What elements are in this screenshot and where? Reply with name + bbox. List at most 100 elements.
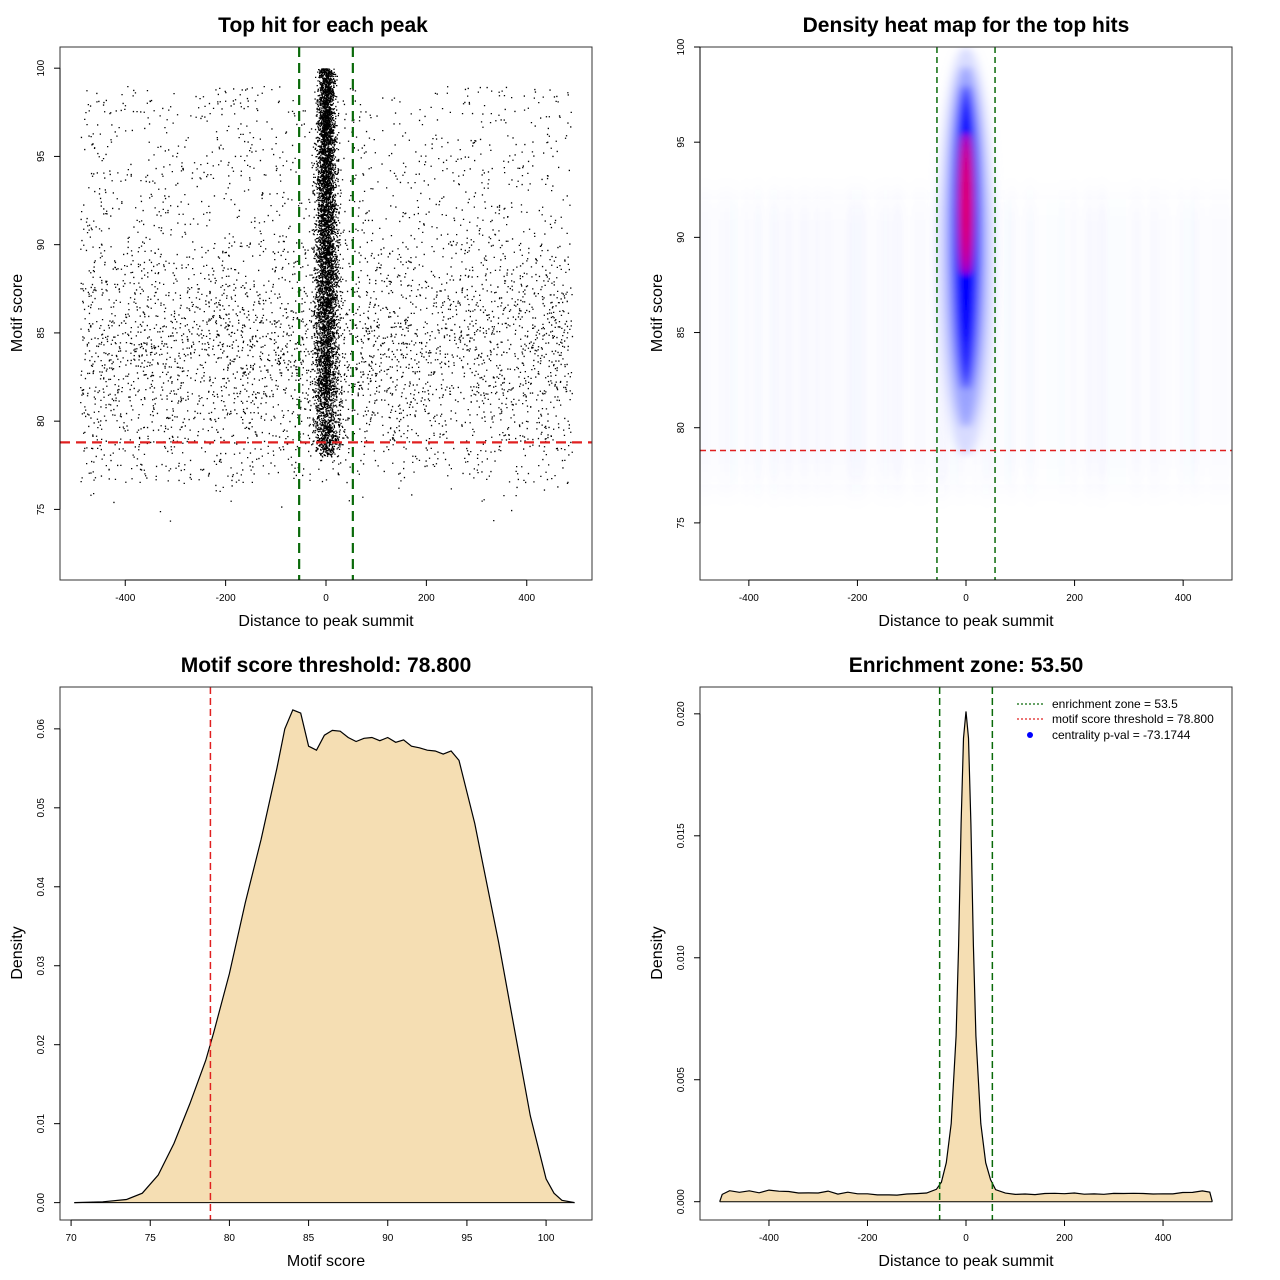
score-density-x-tick-label: 85	[303, 1233, 315, 1244]
distance-density-y-tick-label: 0.000	[676, 1189, 687, 1214]
scatter-x-tick-label: 0	[323, 593, 329, 604]
heatmap-haze-cell	[1178, 199, 1184, 485]
heatmap-haze-cell	[852, 199, 861, 485]
heatmap-haze-cell	[730, 199, 737, 485]
heatmap-haze-cell	[935, 199, 945, 485]
heatmap-x-tick-label: -200	[847, 593, 867, 604]
heatmap-haze-cell	[806, 199, 812, 485]
score-density-x-axis-label: Motif score	[287, 1253, 365, 1270]
distance-density-panel: Enrichment zone: 53.50 -400 -200 0 200 400 0.…	[649, 654, 1233, 1270]
scatter-x-tick-label: -400	[115, 593, 135, 604]
score-density-axes: 70 75 80 85 90 95 100 0.00 0.01 0.02 0.03 0.04 0.05 0…	[36, 719, 555, 1244]
heatmap-haze-cell	[715, 199, 723, 485]
heatmap-haze-cell	[1050, 199, 1055, 485]
heatmap-y-tick-label: 100	[676, 38, 687, 55]
heatmap-haze-cell	[1102, 199, 1108, 485]
scatter-y-axis-label: Motif score	[9, 274, 26, 352]
heatmap-haze-cell	[1164, 199, 1169, 485]
heatmap-haze-cell	[1202, 199, 1207, 485]
heatmap-haze-cell	[776, 199, 782, 485]
heatmap-haze-cell	[1224, 199, 1231, 485]
heatmap-haze-cell	[1217, 199, 1223, 485]
distance-density-y-tick-label: 0.015	[676, 823, 687, 848]
score-density-panel: Motif score threshold: 78.800 70 75 80 85 90…	[9, 654, 593, 1270]
heatmap-haze-cell	[1042, 199, 1047, 485]
heatmap-title: Density heat map for the top hits	[803, 14, 1130, 37]
heatmap-haze-cell	[783, 199, 792, 485]
heatmap-haze-cell	[905, 199, 910, 485]
score-density-x-tick-label: 95	[461, 1233, 473, 1244]
heatmap-x-tick-label: -400	[739, 593, 759, 604]
scatter-y-tick-label: 75	[36, 503, 47, 515]
heatmap-haze-cell	[890, 199, 900, 485]
distance-density-y-tick-label: 0.005	[676, 1067, 687, 1092]
heatmap-haze-cell	[753, 199, 762, 485]
distance-density-y-tick-label: 0.010	[676, 945, 687, 970]
heatmap-haze-cell	[920, 199, 926, 485]
legend-label-motif-threshold: motif score threshold = 78.800	[1052, 712, 1214, 726]
score-density-y-axis-label: Density	[9, 926, 26, 979]
heatmap-haze-cell	[1026, 199, 1034, 485]
heatmap-density	[700, 47, 1231, 485]
distance-density-x-tick-label: 400	[1155, 1233, 1172, 1244]
heatmap-haze-cell	[1034, 199, 1040, 485]
heatmap-haze-cell	[844, 199, 854, 485]
score-density-y-tick-label: 0.03	[36, 956, 47, 976]
heatmap-haze-cell	[1110, 199, 1116, 485]
legend-point-centrality	[1027, 732, 1033, 738]
scatter-title: Top hit for each peak	[218, 14, 428, 37]
heatmap-haze-cell	[1065, 199, 1073, 485]
heatmap-x-axis-label: Distance to peak summit	[878, 613, 1054, 630]
heatmap-haze-cell	[912, 199, 919, 485]
heatmap-haze-cell	[1133, 199, 1141, 485]
legend: enrichment zone = 53.5 motif score thres…	[1017, 697, 1214, 742]
heatmap-haze-cell	[1087, 199, 1094, 485]
score-density-title: Motif score threshold: 78.800	[181, 654, 472, 677]
score-density-x-tick-label: 90	[382, 1233, 394, 1244]
heatmap-haze-cell	[875, 199, 882, 485]
legend-label-centrality: centrality p-val = -73.1744	[1052, 728, 1191, 742]
legend-label-enrichment-zone: enrichment zone = 53.5	[1052, 697, 1178, 711]
distance-density-plot	[719, 687, 1213, 1220]
scatter-y-tick-label: 95	[36, 150, 47, 162]
score-density-y-tick-label: 0.00	[36, 1192, 47, 1212]
scatter-point-cloud	[80, 68, 574, 522]
scatter-y-tick-label: 85	[36, 327, 47, 339]
distance-density-x-axis-label: Distance to peak summit	[878, 1253, 1054, 1270]
heatmap-y-tick-label: 95	[676, 136, 687, 148]
heatmap-haze-cell	[1057, 199, 1065, 485]
distance-density-x-tick-label: -400	[759, 1233, 779, 1244]
heatmap-axes: -400 -200 0 200 400 75 80 85 90 95 100	[676, 38, 1192, 604]
scatter-x-tick-label: 200	[418, 593, 435, 604]
heatmap-haze-cell	[1148, 199, 1157, 485]
heatmap-haze-cell	[723, 199, 731, 485]
heatmap-haze-cell	[798, 199, 806, 485]
distance-density-y-tick-label: 0.020	[676, 701, 687, 726]
heatmap-haze-cell	[700, 199, 706, 485]
heatmap-haze-cell	[707, 199, 713, 485]
heatmap-haze-cell	[836, 199, 843, 485]
distance-density-x-tick-label: -200	[857, 1233, 877, 1244]
heatmap-haze-cell	[761, 199, 766, 485]
score-density-y-tick-label: 0.05	[36, 798, 47, 818]
heatmap-reference-lines	[700, 47, 1232, 580]
scatter-reference-lines	[60, 47, 592, 580]
heatmap-density-contour	[960, 132, 972, 276]
score-density-x-tick-label: 80	[224, 1233, 236, 1244]
scatter-x-tick-label: 400	[518, 593, 535, 604]
heatmap-haze-cell	[791, 199, 798, 485]
heatmap-haze-cell	[867, 199, 873, 485]
heatmap-haze-cell	[996, 199, 1004, 485]
heatmap-y-axis-label: Motif score	[649, 274, 666, 352]
heatmap-haze-cell	[1186, 199, 1194, 485]
score-density-line	[74, 709, 575, 1204]
heatmap-haze-cell	[1194, 199, 1199, 485]
score-density-y-tick-label: 0.04	[36, 877, 47, 897]
heatmap-x-tick-label: 0	[963, 593, 969, 604]
heatmap-haze-cell	[745, 199, 751, 485]
scatter-axes: -400 -200 0 200 400 75 80 85 90 95 100	[36, 59, 536, 604]
scatter-x-tick-label: -200	[216, 593, 236, 604]
distance-density-x-tick-label: 0	[963, 1233, 969, 1244]
scatter-x-axis-label: Distance to peak summit	[238, 613, 414, 630]
heatmap-haze-cell	[768, 199, 777, 485]
